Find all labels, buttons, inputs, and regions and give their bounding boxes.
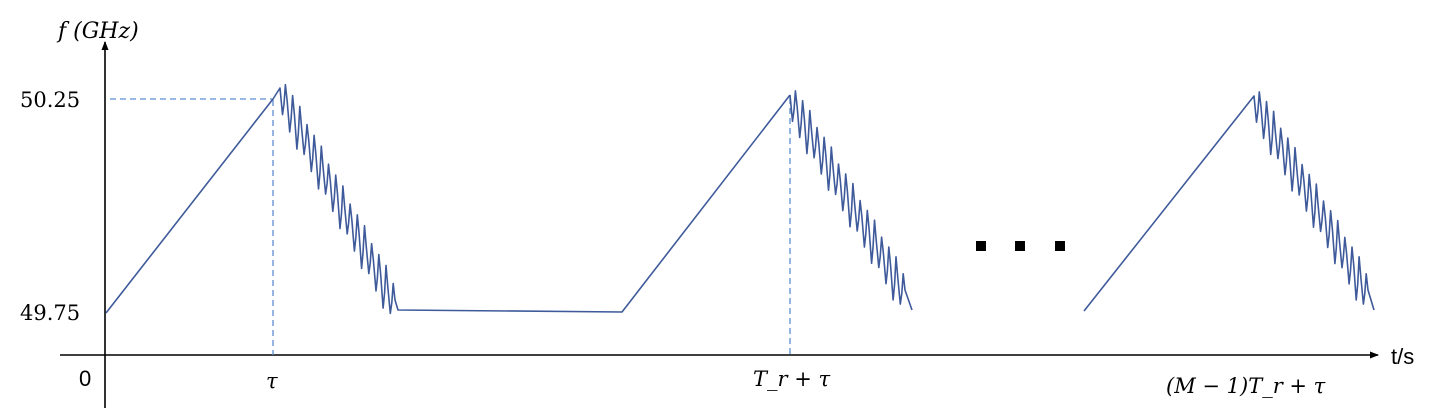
chirp-trace-first-period <box>105 83 791 315</box>
x-tick-mtr-tau: (M − 1)T_r + τ <box>1166 374 1326 398</box>
signal-traces <box>105 83 1375 315</box>
y-tick-lower: 49.75 <box>20 301 80 325</box>
ellipsis-dots <box>976 241 1065 251</box>
origin-label: 0 <box>79 366 91 391</box>
y-axis-label: f (GHz) <box>56 19 139 44</box>
y-tick-upper: 50.25 <box>20 88 80 112</box>
ellipsis-dot <box>1055 241 1065 251</box>
chirp-trace-mth-period <box>1083 91 1375 312</box>
guide-lines <box>110 98 791 355</box>
x-axis-label: t/s <box>1391 344 1414 369</box>
ellipsis-dot <box>976 241 986 251</box>
x-tick-tr-tau: T_r + τ <box>753 367 830 391</box>
ellipsis-dot <box>1015 241 1025 251</box>
x-tick-tau: τ <box>266 369 278 393</box>
chirp-trace-second-period <box>789 90 913 311</box>
